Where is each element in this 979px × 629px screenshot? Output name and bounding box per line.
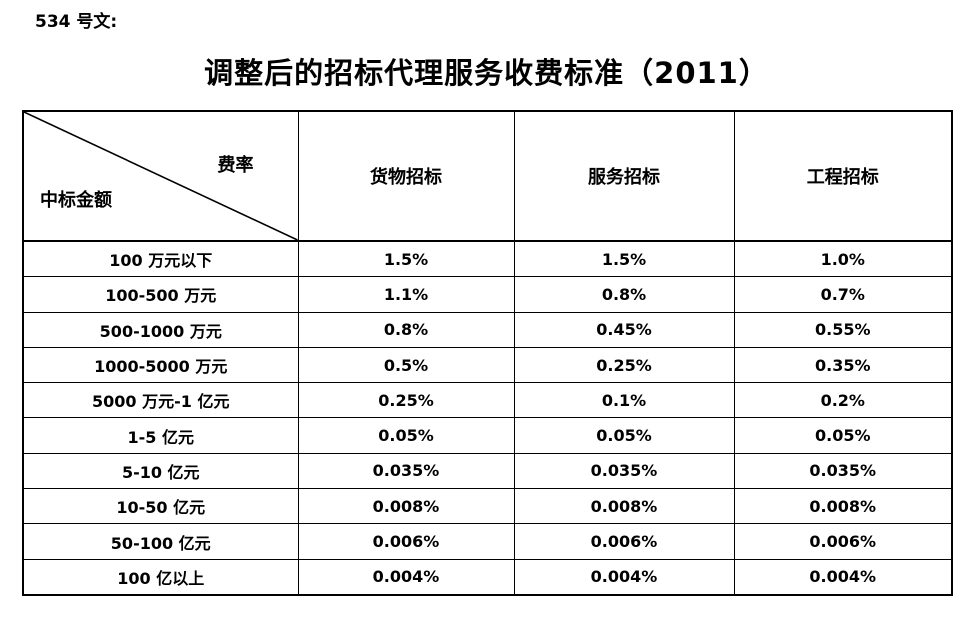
- rate-value-cell: 0.035%: [297, 452, 515, 490]
- rate-value-cell: 0.05%: [733, 417, 953, 454]
- rate-value-cell: 1.0%: [733, 240, 953, 278]
- rate-value-cell: 0.035%: [733, 452, 953, 490]
- rate-value-cell: 0.05%: [297, 417, 515, 454]
- amount-range-cell: 100-500 万元: [22, 276, 299, 313]
- rate-value-cell: 0.004%: [297, 558, 515, 596]
- table-row: 1-5 亿元 0.05% 0.05% 0.05%: [22, 417, 953, 454]
- rate-value-cell: 0.35%: [733, 346, 953, 384]
- rate-value-cell: 0.008%: [513, 488, 735, 525]
- rate-value-cell: 1.5%: [297, 240, 515, 278]
- rate-value-cell: 0.55%: [733, 311, 953, 348]
- rate-value-cell: 0.7%: [733, 276, 953, 313]
- rate-value-cell: 1.1%: [297, 276, 515, 313]
- amount-range-cell: 1-5 亿元: [22, 417, 299, 454]
- rate-value-cell: 0.004%: [513, 558, 735, 596]
- fee-standard-table: 费率 中标金额 货物招标 服务招标 工程招标 100 万元以下 1.5% 1.5% 1…: [22, 110, 953, 596]
- amount-range-cell: 5000 万元-1 亿元: [22, 382, 299, 419]
- rate-value-cell: 0.006%: [513, 523, 735, 560]
- rate-value-cell: 0.1%: [513, 382, 735, 419]
- amount-range-cell: 50-100 亿元: [22, 523, 299, 560]
- table-row: 500-1000 万元 0.8% 0.45% 0.55%: [22, 311, 953, 348]
- table-row: 5000 万元-1 亿元 0.25% 0.1% 0.2%: [22, 382, 953, 419]
- column-header-services: 服务招标: [513, 110, 735, 242]
- doc-number-label: 534 号文:: [35, 12, 118, 32]
- amount-range-cell: 100 万元以下: [22, 240, 299, 278]
- table-row: 50-100 亿元 0.006% 0.006% 0.006%: [22, 523, 953, 560]
- column-header-engineering: 工程招标: [733, 110, 953, 242]
- amount-range-cell: 500-1000 万元: [22, 311, 299, 348]
- rate-value-cell: 0.25%: [513, 346, 735, 384]
- rate-value-cell: 0.008%: [733, 488, 953, 525]
- diagonal-divider-line: [24, 112, 298, 240]
- rate-value-cell: 0.008%: [297, 488, 515, 525]
- table-row: 5-10 亿元 0.035% 0.035% 0.035%: [22, 452, 953, 490]
- rate-value-cell: 0.2%: [733, 382, 953, 419]
- table-row: 100 万元以下 1.5% 1.5% 1.0%: [22, 240, 953, 278]
- rate-value-cell: 0.006%: [297, 523, 515, 560]
- rate-value-cell: 0.05%: [513, 417, 735, 454]
- corner-label-rate: 费率: [217, 155, 254, 176]
- rate-value-cell: 0.5%: [297, 346, 515, 384]
- amount-range-cell: 1000-5000 万元: [22, 346, 299, 384]
- table-header-row: 费率 中标金额 货物招标 服务招标 工程招标: [22, 110, 953, 242]
- rate-value-cell: 0.004%: [733, 558, 953, 596]
- table-row: 100-500 万元 1.1% 0.8% 0.7%: [22, 276, 953, 313]
- table-row: 10-50 亿元 0.008% 0.008% 0.008%: [22, 488, 953, 525]
- table-row: 1000-5000 万元 0.5% 0.25% 0.35%: [22, 346, 953, 384]
- amount-range-cell: 10-50 亿元: [22, 488, 299, 525]
- table-row: 100 亿以上 0.004% 0.004% 0.004%: [22, 558, 953, 596]
- page-title: 调整后的招标代理服务收费标准（2011）: [204, 56, 769, 90]
- table-body: 100 万元以下 1.5% 1.5% 1.0% 100-500 万元 1.1% 0.8% 0.…: [22, 240, 953, 596]
- column-header-goods: 货物招标: [297, 110, 515, 242]
- corner-label-amount: 中标金额: [40, 190, 112, 211]
- corner-header-cell: 费率 中标金额: [22, 110, 299, 242]
- rate-value-cell: 0.8%: [297, 311, 515, 348]
- amount-range-cell: 100 亿以上: [22, 558, 299, 596]
- rate-value-cell: 0.006%: [733, 523, 953, 560]
- rate-value-cell: 0.035%: [513, 452, 735, 490]
- amount-range-cell: 5-10 亿元: [22, 452, 299, 490]
- rate-value-cell: 1.5%: [513, 240, 735, 278]
- rate-value-cell: 0.25%: [297, 382, 515, 419]
- rate-value-cell: 0.8%: [513, 276, 735, 313]
- rate-value-cell: 0.45%: [513, 311, 735, 348]
